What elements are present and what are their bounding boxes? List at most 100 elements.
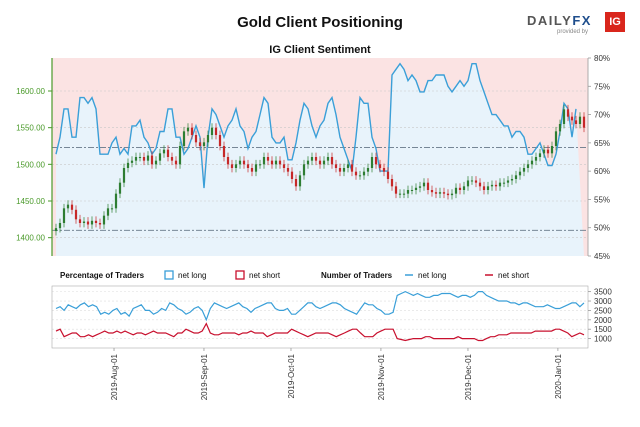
candle-body xyxy=(466,180,470,187)
candle-body xyxy=(290,171,294,179)
candle-body xyxy=(102,215,106,225)
candle-body xyxy=(562,109,566,124)
candle-body xyxy=(78,219,82,223)
candle-body xyxy=(398,193,402,195)
candle-body xyxy=(178,146,182,165)
legend-count-short-label: net short xyxy=(498,271,530,280)
candle-body xyxy=(474,180,478,183)
candle-body xyxy=(154,160,158,165)
candle-body xyxy=(434,192,438,194)
candle-body xyxy=(266,157,270,161)
legend-count-long-label: net long xyxy=(418,271,446,280)
candle-body xyxy=(498,182,502,187)
date-tick-label: 2019-Aug-01 xyxy=(110,353,119,400)
candle-body xyxy=(258,164,262,166)
candle-body xyxy=(234,164,238,168)
candle-body xyxy=(518,171,522,176)
candle-body xyxy=(378,164,382,168)
legend-num-label: Number of Traders xyxy=(321,271,393,280)
date-axis: 2019-Aug-01 2019-Sep-01 2019-Oct-01 2019-No… xyxy=(110,348,563,400)
sentiment-tick-label: 70% xyxy=(594,111,610,120)
candle-body xyxy=(342,168,346,172)
candle-body xyxy=(414,187,418,190)
candle-body xyxy=(502,182,506,184)
candle-body xyxy=(538,153,542,157)
candle-body xyxy=(426,182,430,190)
price-axes: 1400.00 1450.00 1500.00 1550.00 1600.00 45% 50… xyxy=(16,54,610,261)
candle-body xyxy=(250,168,254,172)
price-candles xyxy=(54,104,586,236)
reference-lines xyxy=(52,147,588,231)
date-tick-label: 2020-Jan-01 xyxy=(554,353,563,398)
candle-body xyxy=(138,157,142,158)
ig-logo-icon: IG xyxy=(605,12,625,32)
net-long-count-line xyxy=(55,290,585,322)
date-tick-label: 2019-Sep-01 xyxy=(200,353,209,400)
legend-net-short-box xyxy=(235,270,245,280)
chart-subtitle: IG Client Sentiment xyxy=(269,44,371,56)
candle-body xyxy=(198,142,202,146)
candle-body xyxy=(126,162,130,168)
candle-body xyxy=(546,149,550,154)
price-tick-label: 1400.00 xyxy=(16,234,45,243)
provided-by-text: provided by xyxy=(557,29,589,35)
candle-body xyxy=(534,157,538,161)
candle-body xyxy=(54,228,58,232)
candle-body xyxy=(174,160,178,165)
sentiment-tick-label: 45% xyxy=(594,252,610,261)
candle-body xyxy=(470,180,474,182)
candle-body xyxy=(282,164,286,168)
candle-body xyxy=(110,208,114,210)
candle-body xyxy=(450,193,454,196)
candle-body xyxy=(494,184,498,187)
candle-body xyxy=(270,160,274,165)
candle-body xyxy=(462,186,466,190)
sentiment-tick-label: 75% xyxy=(594,82,610,91)
sentiment-tick-label: 80% xyxy=(594,54,610,63)
price-tick-label: 1550.00 xyxy=(16,124,45,133)
candle-body xyxy=(554,131,558,146)
candle-body xyxy=(350,164,354,172)
candle-body xyxy=(70,204,74,210)
candle-body xyxy=(390,179,394,187)
date-tick-label: 2019-Nov-01 xyxy=(377,353,386,400)
net-long-sentiment-line xyxy=(55,62,577,189)
candle-body xyxy=(374,157,378,165)
candle-body xyxy=(238,160,242,165)
candle-body xyxy=(558,124,562,132)
candle-body xyxy=(98,223,102,225)
legend-net-long-label: net long xyxy=(178,271,206,280)
candle-body xyxy=(354,171,358,176)
candle-body xyxy=(298,175,302,187)
candle-body xyxy=(506,180,510,183)
count-tick-label: 3000 xyxy=(594,297,612,306)
date-tick-label: 2019-Oct-01 xyxy=(287,353,296,398)
candle-body xyxy=(338,168,342,172)
candle-body xyxy=(206,135,210,143)
price-tick-label: 1450.00 xyxy=(16,197,45,206)
candle-body xyxy=(406,190,410,194)
candle-body xyxy=(134,157,138,161)
candle-body xyxy=(486,186,490,190)
candle-body xyxy=(454,187,458,194)
candle-body xyxy=(190,127,194,135)
count-panel-frame xyxy=(51,285,589,349)
candle-body xyxy=(66,204,70,209)
candle-body xyxy=(522,168,526,172)
net-short-count-line xyxy=(55,322,585,342)
count-lines xyxy=(55,290,585,342)
candle-body xyxy=(442,192,446,194)
candle-body xyxy=(254,164,258,172)
count-tick-label: 1000 xyxy=(594,335,612,344)
candle-body xyxy=(58,223,62,229)
candle-body xyxy=(214,127,218,135)
candle-body xyxy=(146,155,150,161)
candle-body xyxy=(246,164,250,168)
price-tick-label: 1600.00 xyxy=(16,87,45,96)
candle-body xyxy=(142,157,146,161)
dailyfx-logo: DAILYFX IG provided by xyxy=(527,12,627,38)
candle-body xyxy=(370,157,374,168)
candle-body xyxy=(482,186,486,190)
candle-body xyxy=(530,160,534,165)
